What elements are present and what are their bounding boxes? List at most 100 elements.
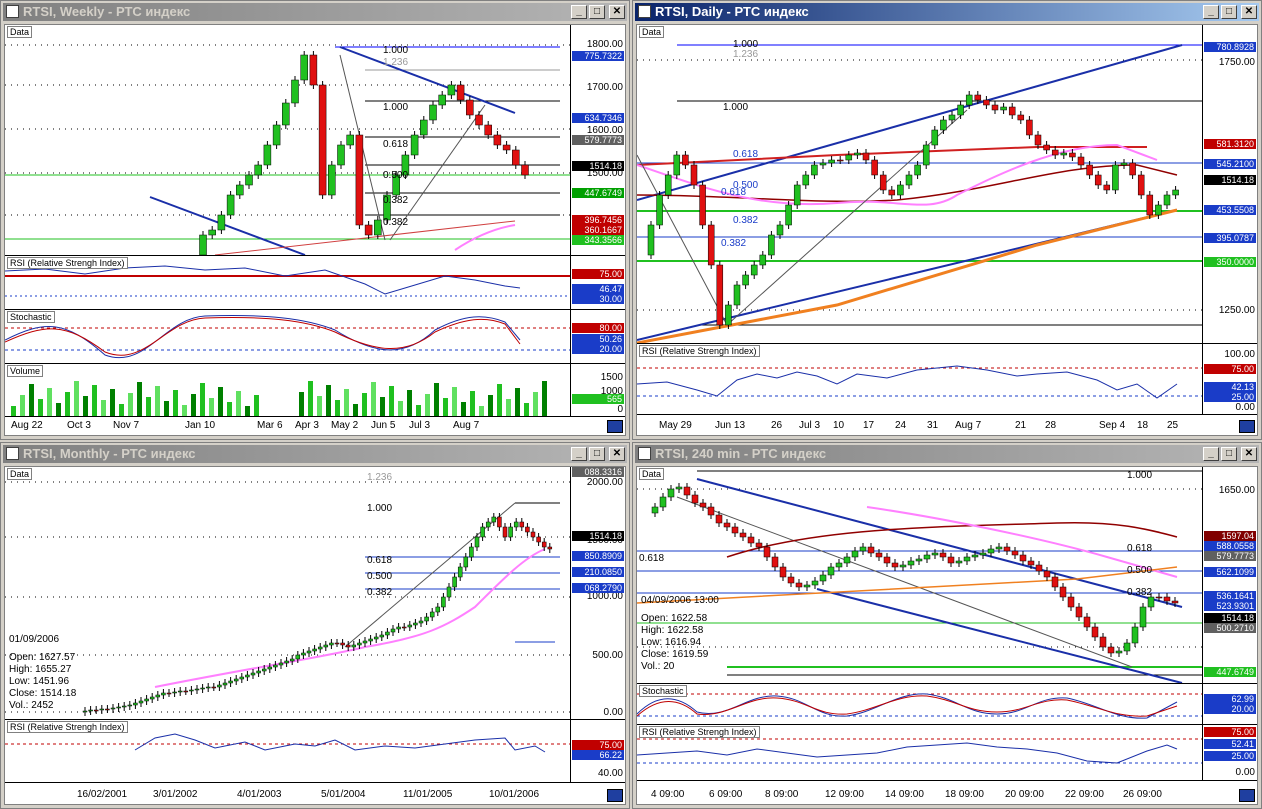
daily-fib-label: 0.500 (733, 180, 759, 191)
weekly-chart-body[interactable]: Data (4, 24, 626, 436)
volume-bar (20, 395, 25, 416)
m240-window-title: RTSI, 240 min - РТС индекс (655, 446, 827, 461)
volume-bar (533, 392, 538, 416)
monthly-price-tick: 0.00 (603, 707, 623, 718)
m240-chart-window[interactable]: RTSI, 240 min - РТС индекс _ □ ✕ Data (632, 442, 1262, 809)
candle-body (530, 531, 536, 538)
minimize-button[interactable]: _ (571, 5, 587, 19)
minimize-button[interactable]: _ (1203, 447, 1219, 461)
maximize-button[interactable]: □ (589, 5, 605, 19)
m240-price-pane[interactable]: Data 1.00 (637, 467, 1257, 684)
candle-body (987, 548, 995, 554)
scroll-navigator-icon[interactable] (1239, 789, 1255, 802)
candle-body (845, 154, 853, 161)
candle-body (385, 631, 390, 636)
candle-body (441, 596, 446, 608)
price-level-tag: 42.13 (1204, 382, 1256, 392)
volume-bar (497, 384, 502, 416)
weekly-title-bar[interactable]: RTSI, Weekly - РТС индекс _ □ ✕ (3, 3, 627, 21)
candle-body (401, 154, 410, 176)
monthly-title-bar[interactable]: RTSI, Monthly - РТС индекс _ □ ✕ (3, 445, 627, 463)
m240-stochastic-pane[interactable]: Stochastic 62.99 20.00 (637, 684, 1257, 725)
x-axis-label: Sep 4 (1099, 420, 1126, 431)
candle-body (915, 558, 923, 562)
m240-chart-body[interactable]: Data 1.00 (636, 466, 1258, 805)
monthly-rsi-label: RSI (Relative Strengh Index) (7, 721, 128, 733)
candle-body (875, 552, 883, 558)
candle-body (979, 552, 987, 556)
price-level-tag: 52.41 (1204, 739, 1256, 749)
volume-bar (389, 386, 394, 416)
monthly-chart-body[interactable]: Data 1.236 1.000 0.618 0.500 0.382 (4, 466, 626, 805)
maximize-button[interactable]: □ (1221, 5, 1237, 19)
candle-body (410, 134, 419, 156)
m240-rsi-svg (637, 738, 1207, 764)
daily-chart-window[interactable]: RTSI, Daily - РТС индекс _ □ ✕ Data (632, 0, 1262, 440)
candle-body (541, 541, 547, 548)
candle-body (1137, 174, 1145, 196)
volume-bar (407, 390, 412, 416)
candle-body (699, 184, 706, 226)
volume-bar (380, 397, 385, 416)
candle-body (502, 144, 511, 151)
weekly-chart-window[interactable]: RTSI, Weekly - РТС индекс _ □ ✕ Data (0, 0, 630, 440)
scroll-navigator-icon[interactable] (607, 420, 623, 433)
price-level-tag: 500.2710 (1204, 623, 1256, 633)
daily-chart-body[interactable]: Data (636, 24, 1258, 436)
daily-fib-label: 1.236 (733, 49, 759, 60)
ohlc-volume: Vol.: 2452 (9, 700, 54, 711)
candle-body (1011, 550, 1019, 556)
candle-body (484, 124, 492, 136)
candle-body (357, 642, 362, 646)
volume-bar (353, 404, 358, 416)
volume-bar (209, 398, 214, 416)
monthly-rsi-pane[interactable]: RSI (Relative Strengh Index) 40.00 75.00… (5, 720, 625, 783)
candle-body (1163, 194, 1171, 206)
daily-title-bar[interactable]: RTSI, Daily - РТС индекс _ □ ✕ (635, 3, 1259, 21)
candle-body (446, 586, 452, 598)
close-button[interactable]: ✕ (1241, 447, 1257, 461)
x-axis-label: 14 09:00 (885, 789, 924, 800)
daily-price-pane[interactable]: Data (637, 25, 1257, 344)
close-button[interactable]: ✕ (609, 5, 625, 19)
x-axis-label: Jun 5 (371, 420, 396, 431)
minimize-button[interactable]: _ (571, 447, 587, 461)
candle-body (707, 506, 715, 516)
candle-body (300, 54, 308, 81)
close-button[interactable]: ✕ (609, 447, 625, 461)
x-axis-label: 20 09:00 (1005, 789, 1044, 800)
candle-body (963, 556, 971, 562)
candle-body (1129, 162, 1136, 176)
m240-stochastic-axis: 62.99 20.00 (1202, 684, 1257, 724)
monthly-price-pane[interactable]: Data 1.236 1.000 0.618 0.500 0.382 (5, 467, 625, 720)
scroll-navigator-icon[interactable] (1239, 420, 1255, 433)
m240-rsi-pane[interactable]: RSI (Relative Strengh Index) 0.00 75.00 5… (637, 725, 1257, 781)
weekly-rsi-pane[interactable]: RSI (Relative Strengh Index) 75.00 46.47 3… (5, 256, 625, 310)
candle-body (1091, 626, 1099, 638)
weekly-stochastic-pane[interactable]: Stochastic 80.00 50.26 20.00 (5, 310, 625, 364)
price-level-tag: 1514.18 (1204, 175, 1256, 185)
candle-body (1099, 636, 1107, 648)
weekly-price-pane[interactable]: Data (5, 25, 625, 256)
weekly-window-title: RTSI, Weekly - РТС индекс (23, 4, 191, 19)
monthly-chart-window[interactable]: RTSI, Monthly - РТС индекс _ □ ✕ Data (0, 442, 630, 809)
daily-rsi-pane[interactable]: RSI (Relative Strengh Index) 100.00 0.00… (637, 344, 1257, 415)
price-level-tag: 62.99 (1204, 694, 1256, 704)
candle-body (261, 668, 267, 672)
scroll-navigator-icon[interactable] (607, 789, 623, 802)
x-axis-label: 12 09:00 (825, 789, 864, 800)
ohlc-close: Close: 1514.18 (9, 688, 77, 699)
price-level-tag: 20.00 (572, 344, 624, 354)
daily-rsi-tick: 100.00 (1224, 349, 1255, 360)
price-level-tag: 579.7773 (572, 135, 624, 145)
minimize-button[interactable]: _ (1203, 5, 1219, 19)
candle-body (905, 174, 913, 186)
close-button[interactable]: ✕ (1241, 5, 1257, 19)
price-level-tag: 30.00 (572, 294, 624, 304)
maximize-button[interactable]: □ (1221, 447, 1237, 461)
m240-title-bar[interactable]: RTSI, 240 min - РТС индекс _ □ ✕ (635, 445, 1259, 463)
candle-body (931, 552, 939, 556)
candle-body (971, 554, 979, 558)
maximize-button[interactable]: □ (589, 447, 605, 461)
weekly-volume-pane[interactable]: Volume 1500 1000 0 565 (5, 364, 625, 417)
